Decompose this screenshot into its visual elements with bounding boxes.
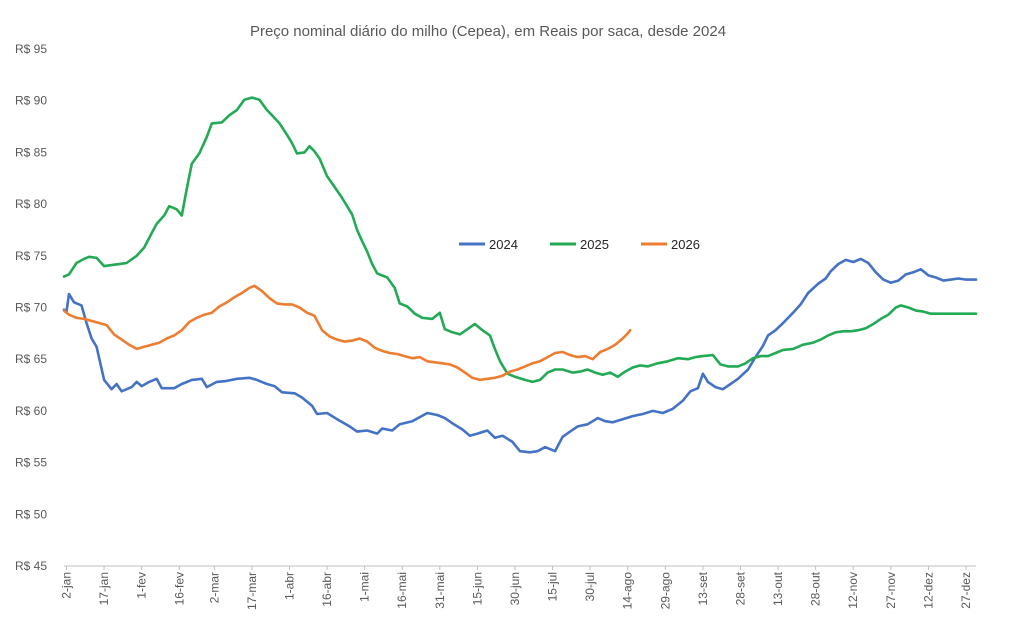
y-tick-label: R$ 70 xyxy=(15,301,47,315)
x-tick-label: 16-fev xyxy=(172,572,186,605)
legend: 2024 2025 2026 xyxy=(459,237,700,252)
series-line-2026 xyxy=(62,284,632,382)
y-tick-label: R$ 75 xyxy=(15,249,47,263)
x-tick-label: 2-mar xyxy=(207,572,221,603)
x-tick-label: 13-set xyxy=(696,571,710,605)
x-tick-label: 27-nov xyxy=(884,572,898,609)
series-lines xyxy=(62,96,978,454)
legend-label-2024: 2024 xyxy=(489,237,518,252)
x-axis-ticks: 2-jan 17-jan 1-fev 16-fev 2-mar 17-mar 1-abr 16… xyxy=(60,566,973,610)
x-tick-label: 17-jan xyxy=(97,572,111,605)
y-tick-label: R$ 95 xyxy=(15,42,47,56)
x-tick-label: 17-mar xyxy=(245,572,259,610)
x-tick-label: 29-ago xyxy=(658,572,672,610)
y-tick-label: R$ 45 xyxy=(15,559,47,573)
x-tick-label: 15-jul xyxy=(546,572,560,601)
series-line-2025 xyxy=(62,96,978,384)
legend-label-2025: 2025 xyxy=(580,237,609,252)
x-tick-label: 15-jun xyxy=(470,572,484,605)
x-tick-label: 30-jul xyxy=(583,572,597,601)
x-tick-label: 31-mai xyxy=(433,572,447,609)
x-tick-label: 1-abr xyxy=(282,572,296,600)
x-tick-label: 28-out xyxy=(809,571,823,606)
series-line-2024 xyxy=(62,257,978,454)
x-tick-label: 16-abr xyxy=(320,572,334,607)
y-tick-label: R$ 50 xyxy=(15,507,47,521)
x-tick-label: 1-mai xyxy=(358,572,372,602)
legend-label-2026: 2026 xyxy=(671,237,700,252)
x-tick-label: 30-jun xyxy=(508,572,522,605)
x-tick-label: 27-dez xyxy=(959,572,973,609)
chart-title: Preço nominal diário do milho (Cepea), e… xyxy=(250,23,726,40)
y-tick-label: R$ 55 xyxy=(15,456,47,470)
x-tick-label: 14-ago xyxy=(621,572,635,610)
x-tick-label: 12-dez xyxy=(921,572,935,609)
y-tick-label: R$ 85 xyxy=(15,145,47,159)
y-tick-label: R$ 90 xyxy=(15,94,47,108)
x-tick-label: 2-jan xyxy=(60,572,74,599)
y-tick-label: R$ 65 xyxy=(15,352,47,366)
y-tick-label: R$ 80 xyxy=(15,197,47,211)
x-tick-label: 28-set xyxy=(733,571,747,605)
y-axis-ticks: R$ 95 R$ 90 R$ 85 R$ 80 R$ 75 R$ 70 R$ 65 R$ 60… xyxy=(15,42,47,573)
x-tick-label: 1-fev xyxy=(135,572,149,599)
x-tick-label: 16-mai xyxy=(395,572,409,609)
y-tick-label: R$ 60 xyxy=(15,404,47,418)
x-tick-label: 13-out xyxy=(771,571,785,606)
x-tick-label: 12-nov xyxy=(846,572,860,609)
